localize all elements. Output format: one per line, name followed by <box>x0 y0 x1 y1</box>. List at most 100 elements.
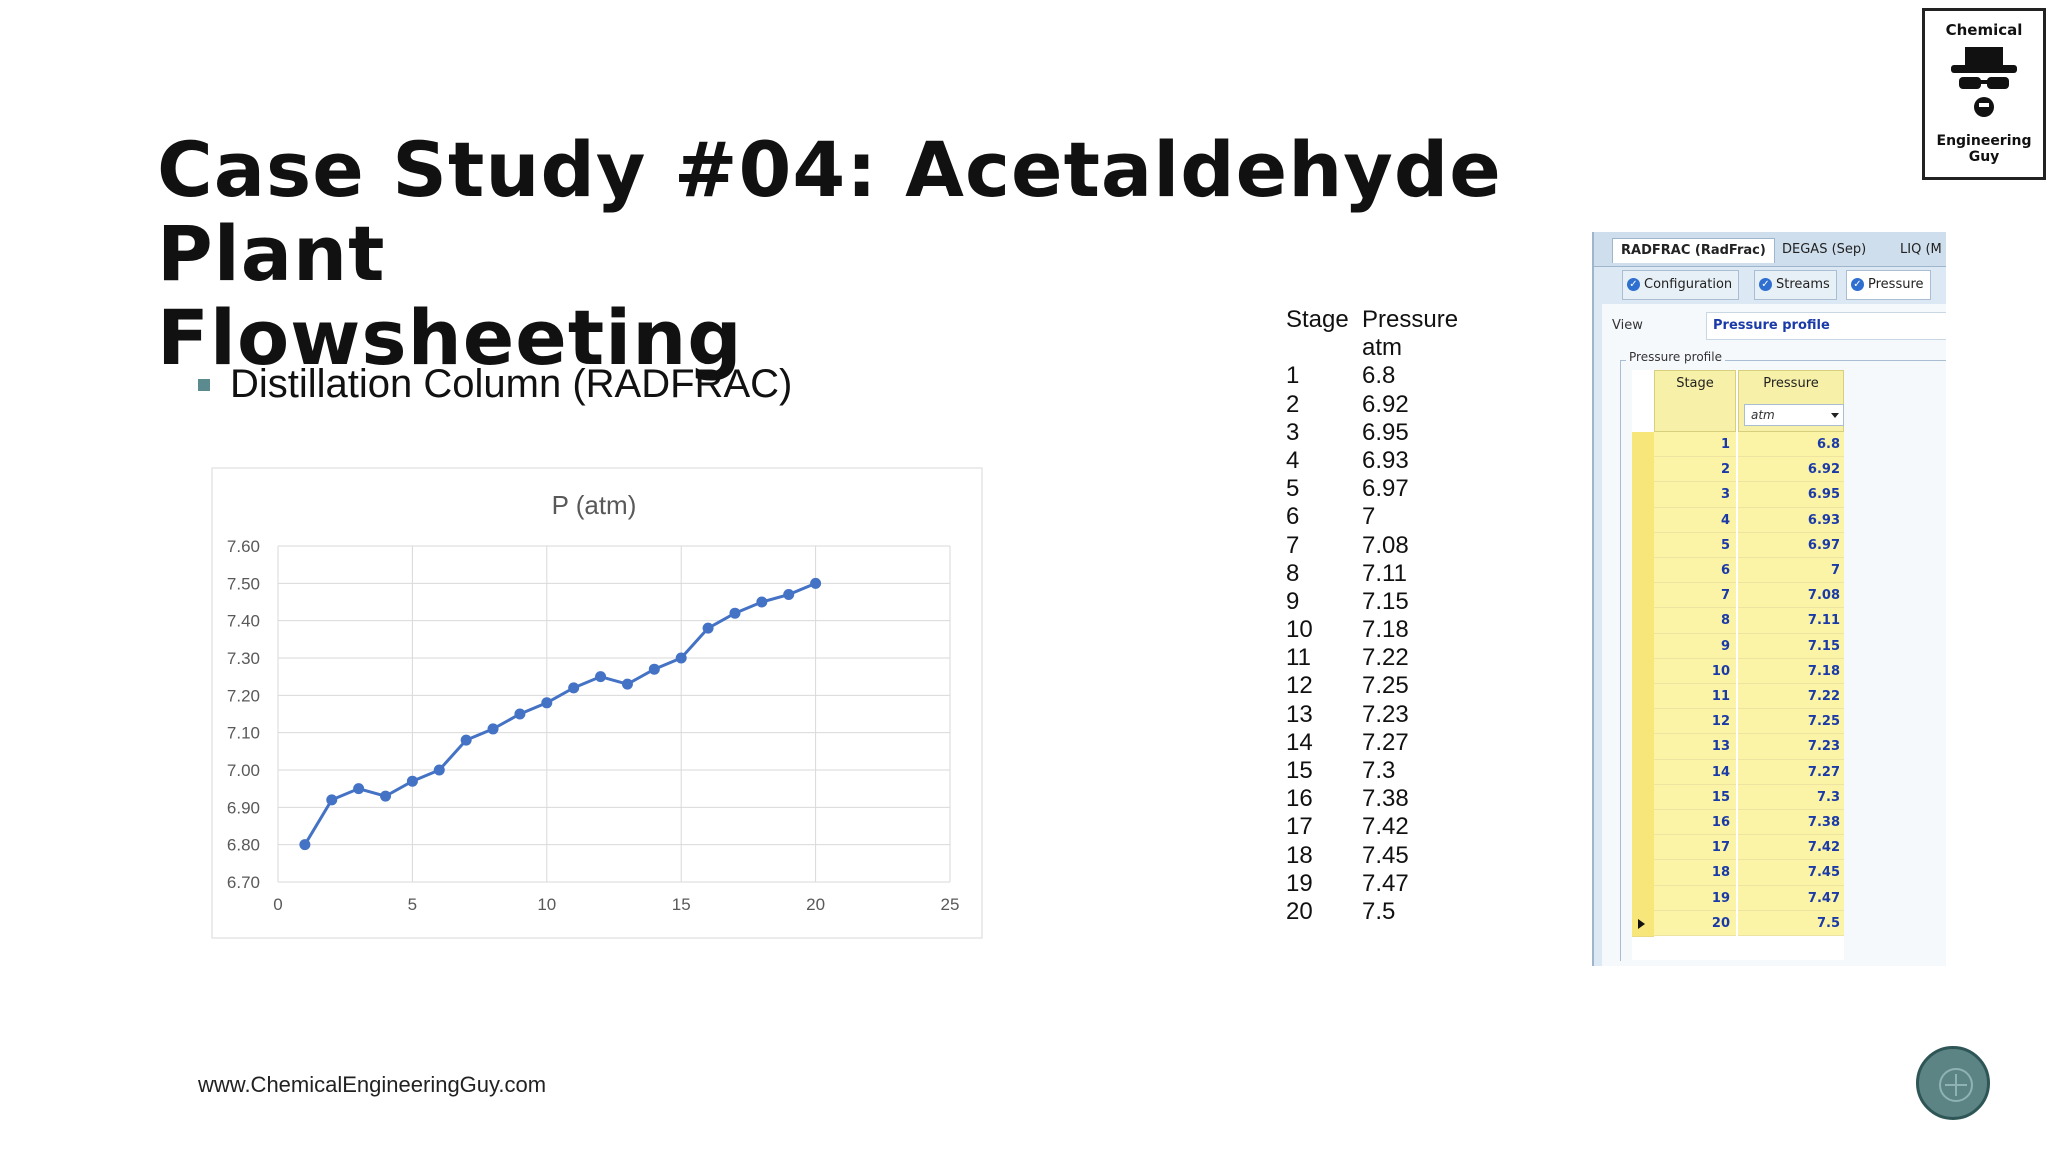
row-selector[interactable] <box>1632 784 1654 811</box>
tab-liq[interactable]: LIQ (M <box>1900 242 1942 257</box>
grid-stage-cell[interactable]: 13 <box>1654 734 1736 760</box>
grid-pressure-cell[interactable]: 6.92 <box>1738 457 1844 483</box>
grid-row[interactable]: 9 7.15 <box>1632 633 1844 660</box>
grid-stage-cell[interactable]: 2 <box>1654 457 1736 483</box>
check-icon: ✓ <box>1627 278 1640 291</box>
grid-pressure-cell[interactable]: 6.97 <box>1738 532 1844 558</box>
row-selector[interactable] <box>1632 633 1654 660</box>
grid-stage-cell[interactable]: 14 <box>1654 759 1736 785</box>
data-point <box>514 708 526 720</box>
row-selector[interactable] <box>1632 457 1654 484</box>
row-selector[interactable] <box>1632 885 1654 912</box>
y-tick-label: 6.80 <box>227 836 260 855</box>
grid-row[interactable]: 5 6.97 <box>1632 532 1844 559</box>
grid-stage-cell[interactable]: 17 <box>1654 835 1736 861</box>
row-pressure: 7.42 <box>1362 813 1409 841</box>
row-selector[interactable] <box>1632 558 1654 585</box>
grid-pressure-cell[interactable]: 7.45 <box>1738 860 1844 886</box>
grid-pressure-cell[interactable]: 7.18 <box>1738 658 1844 684</box>
grid-row[interactable]: 12 7.25 <box>1632 709 1844 736</box>
grid-stage-cell[interactable]: 20 <box>1654 910 1736 936</box>
grid-pressure-cell[interactable]: 7.15 <box>1738 633 1844 659</box>
grid-row[interactable]: 1 6.8 <box>1632 432 1844 459</box>
tab-radfrac[interactable]: RADFRAC (RadFrac) <box>1612 238 1775 263</box>
grid-stage-cell[interactable]: 1 <box>1654 432 1736 458</box>
grid-stage-cell[interactable]: 5 <box>1654 532 1736 558</box>
grid-stage-cell[interactable]: 11 <box>1654 684 1736 710</box>
grid-row[interactable]: 14 7.27 <box>1632 759 1844 786</box>
grid-stage-cell[interactable]: 6 <box>1654 558 1736 584</box>
home-nav-button[interactable] <box>1916 1046 1990 1120</box>
grid-stage-cell[interactable]: 9 <box>1654 633 1736 659</box>
unit-dropdown[interactable]: atm <box>1744 404 1844 426</box>
grid-stage-cell[interactable]: 16 <box>1654 810 1736 836</box>
grid-stage-cell[interactable]: 15 <box>1654 784 1736 810</box>
grid-pressure-cell[interactable]: 7.08 <box>1738 583 1844 609</box>
chart-area-border <box>211 467 983 939</box>
grid-row[interactable]: 11 7.22 <box>1632 684 1844 711</box>
grid-stage-cell[interactable]: 10 <box>1654 658 1736 684</box>
grid-stage-cell[interactable]: 7 <box>1654 583 1736 609</box>
grid-stage-cell[interactable]: 4 <box>1654 507 1736 533</box>
grid-pressure-cell[interactable]: 7.23 <box>1738 734 1844 760</box>
grid-pressure-cell[interactable]: 7.47 <box>1738 885 1844 911</box>
grid-row[interactable]: 20 7.5 <box>1632 910 1844 937</box>
grid-pressure-cell[interactable]: 6.95 <box>1738 482 1844 508</box>
grid-pressure-cell[interactable]: 7.5 <box>1738 910 1844 936</box>
grid-row[interactable]: 18 7.45 <box>1632 860 1844 887</box>
grid-pressure-cell[interactable]: 6.93 <box>1738 507 1844 533</box>
grid-row[interactable]: 2 6.92 <box>1632 457 1844 484</box>
grid-stage-cell[interactable]: 8 <box>1654 608 1736 634</box>
title-line-2: Flowsheeting <box>157 293 743 382</box>
row-selector[interactable] <box>1632 734 1654 761</box>
grid-pressure-cell[interactable]: 7.22 <box>1738 684 1844 710</box>
row-selector[interactable] <box>1632 759 1654 786</box>
row-stage: 6 <box>1286 503 1300 531</box>
row-selector[interactable] <box>1632 507 1654 534</box>
grid-pressure-cell[interactable]: 7.25 <box>1738 709 1844 735</box>
grid-row[interactable]: 3 6.95 <box>1632 482 1844 509</box>
subtab-configuration[interactable]: ✓ Configuration <box>1622 270 1740 300</box>
grid-stage-cell[interactable]: 12 <box>1654 709 1736 735</box>
grid-stage-cell[interactable]: 3 <box>1654 482 1736 508</box>
row-selector[interactable] <box>1632 608 1654 635</box>
row-selector[interactable] <box>1632 482 1654 509</box>
grid-row[interactable]: 17 7.42 <box>1632 835 1844 862</box>
logo-top-text: Chemical <box>1945 21 2023 39</box>
grid-row[interactable]: 16 7.38 <box>1632 810 1844 837</box>
grid-pressure-cell[interactable]: 7.27 <box>1738 759 1844 785</box>
row-selector[interactable] <box>1632 835 1654 862</box>
row-selector[interactable] <box>1632 658 1654 685</box>
grid-pressure-cell[interactable]: 7.38 <box>1738 810 1844 836</box>
row-selector[interactable] <box>1632 432 1654 459</box>
view-select[interactable]: Pressure profile <box>1706 312 1946 340</box>
grid-row[interactable]: 15 7.3 <box>1632 784 1844 811</box>
row-selector[interactable] <box>1632 860 1654 887</box>
row-selector[interactable] <box>1632 810 1654 837</box>
grid-stage-cell[interactable]: 19 <box>1654 885 1736 911</box>
tab-degas[interactable]: DEGAS (Sep) <box>1782 242 1867 257</box>
grid-row[interactable]: 4 6.93 <box>1632 507 1844 534</box>
grid-pressure-cell[interactable]: 7.3 <box>1738 784 1844 810</box>
footer-url[interactable]: www.ChemicalEngineeringGuy.com <box>198 1072 547 1097</box>
grid-pressure-cell[interactable]: 7.42 <box>1738 835 1844 861</box>
grid-pressure-cell[interactable]: 7.11 <box>1738 608 1844 634</box>
data-point <box>675 652 687 664</box>
grid-row[interactable]: 7 7.08 <box>1632 583 1844 610</box>
grid-pressure-cell[interactable]: 7 <box>1738 558 1844 584</box>
subtab-streams[interactable]: ✓ Streams <box>1754 270 1837 300</box>
grid-row[interactable]: 13 7.23 <box>1632 734 1844 761</box>
row-selector[interactable] <box>1632 709 1654 736</box>
grid-pressure-cell[interactable]: 6.8 <box>1738 432 1844 458</box>
table-unit-row: atm <box>1286 334 1482 362</box>
row-selector[interactable] <box>1632 910 1654 937</box>
grid-row[interactable]: 10 7.18 <box>1632 658 1844 685</box>
grid-row[interactable]: 19 7.47 <box>1632 885 1844 912</box>
subtab-pressure[interactable]: ✓ Pressure <box>1846 270 1931 300</box>
grid-row[interactable]: 8 7.11 <box>1632 608 1844 635</box>
row-selector[interactable] <box>1632 684 1654 711</box>
row-selector[interactable] <box>1632 532 1654 559</box>
row-selector[interactable] <box>1632 583 1654 610</box>
grid-stage-cell[interactable]: 18 <box>1654 860 1736 886</box>
